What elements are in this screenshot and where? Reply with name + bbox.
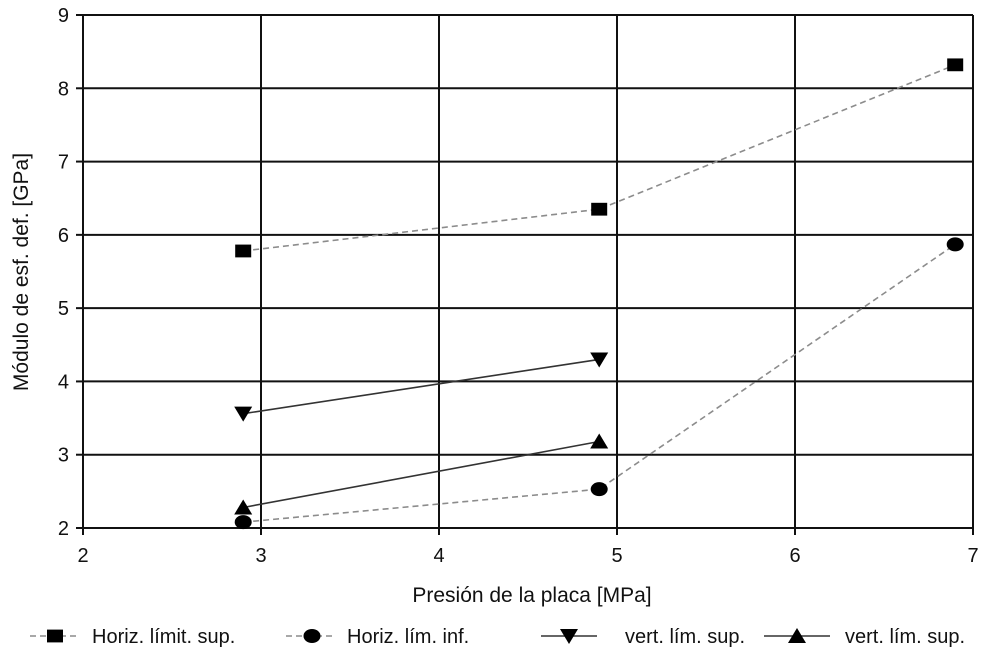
y-axis-label: Módulo de esf. def. [GPa] — [10, 153, 33, 391]
y-tick-label: 3 — [58, 445, 69, 467]
x-axis-label: Presión de la placa [MPa] — [412, 584, 651, 607]
axes — [76, 14, 974, 535]
y-tick-label: 8 — [58, 78, 69, 100]
series-line — [243, 358, 600, 415]
grid-lines — [82, 14, 974, 529]
x-tick-label: 4 — [433, 545, 444, 567]
y-tick-label: 2 — [58, 518, 69, 540]
series-line — [243, 64, 956, 252]
legend-label: Horiz. lím. inf. — [347, 626, 469, 648]
data-point-marker — [235, 244, 252, 258]
x-tick-label: 7 — [967, 545, 978, 567]
x-tick-label: 5 — [611, 545, 622, 567]
legend-label: vert. lím. sup. — [625, 626, 745, 648]
y-tick-label: 7 — [58, 152, 69, 174]
x-tick-label: 6 — [789, 545, 800, 567]
data-point-marker — [946, 237, 964, 252]
data-point-marker — [234, 499, 253, 515]
y-tick-label: 5 — [58, 298, 69, 320]
legend-marker — [560, 629, 578, 644]
series-group — [243, 64, 956, 523]
legend-marker — [47, 629, 63, 643]
x-tick-label: 2 — [77, 545, 88, 567]
tick-labels: 2 3 4 5 6 7 2 3 4 5 6 7 8 9 — [58, 5, 979, 567]
legend-marker — [788, 628, 806, 643]
data-point-marker — [590, 352, 609, 368]
data-point-marker — [590, 482, 608, 497]
series-line — [243, 440, 600, 509]
data-point-marker — [591, 202, 608, 216]
data-point-marker — [947, 58, 964, 72]
data-point-marker — [234, 515, 252, 530]
legend-label: Horiz. límit. sup. — [92, 626, 235, 648]
data-point-marker — [234, 406, 253, 422]
y-tick-label: 9 — [58, 5, 69, 27]
series-line — [243, 243, 956, 523]
legend-marker — [303, 629, 321, 643]
y-tick-label: 6 — [58, 225, 69, 247]
x-tick-label: 3 — [255, 545, 266, 567]
markers-group — [234, 58, 964, 530]
y-tick-label: 4 — [58, 371, 69, 393]
data-point-marker — [590, 433, 609, 449]
legend-label: vert. lím. sup. — [845, 626, 965, 648]
legend: Horiz. límit. sup. Horiz. lím. inf. vert. … — [30, 626, 965, 648]
